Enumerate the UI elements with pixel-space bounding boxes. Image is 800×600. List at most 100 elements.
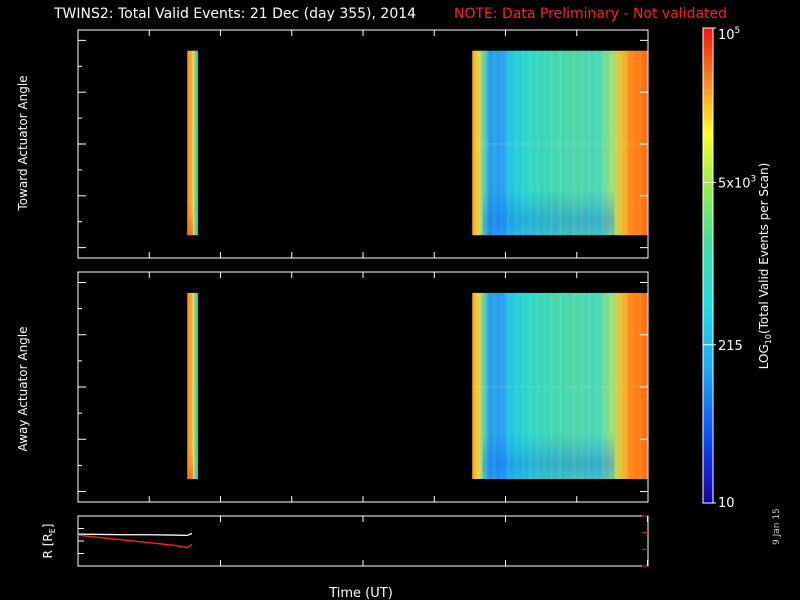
heatmap-column bbox=[508, 292, 510, 479]
colorbar: 105 5x103 215 10 LOG10(Total Valid Events pe… bbox=[702, 26, 773, 511]
heatmap-column bbox=[472, 50, 474, 236]
heatmap-column bbox=[646, 292, 648, 479]
heatmap-column bbox=[552, 292, 554, 479]
heatmap-zero-line bbox=[472, 386, 648, 388]
heatmap-column bbox=[646, 50, 648, 236]
heatmap-column bbox=[478, 292, 480, 479]
heatmap-column bbox=[558, 292, 560, 479]
heatmap-column bbox=[639, 50, 641, 236]
heatmap-column bbox=[596, 292, 598, 479]
heatmap-column bbox=[618, 292, 620, 479]
heatmap-column bbox=[472, 292, 474, 479]
heatmap-column bbox=[610, 50, 612, 236]
heatmap-column bbox=[639, 292, 641, 479]
heatmap-column bbox=[514, 292, 516, 479]
heatmap-column bbox=[536, 292, 538, 479]
heatmap-column bbox=[566, 50, 568, 236]
heatmap-column bbox=[550, 50, 552, 236]
heatmap-column bbox=[610, 292, 612, 479]
heatmap-column bbox=[588, 292, 590, 479]
colorbar-tick-label: 10 bbox=[718, 496, 735, 511]
heatmap-column bbox=[581, 50, 583, 236]
heatmap-column bbox=[618, 50, 620, 236]
heatmap-column bbox=[632, 292, 634, 479]
heatmap-column bbox=[516, 292, 518, 479]
heatmap-column bbox=[528, 292, 530, 479]
heatmap-column bbox=[572, 50, 574, 236]
away-angle-axis-label: Away Actuator Angle bbox=[16, 326, 30, 451]
heatmap-segment-shade bbox=[482, 292, 615, 479]
toward-angle-axis-label: Toward Actuator Angle bbox=[16, 75, 30, 211]
heatmap-column bbox=[522, 50, 524, 236]
heatmap-column bbox=[492, 50, 494, 236]
colorbar-gradient bbox=[702, 27, 714, 504]
heatmap-column bbox=[558, 50, 560, 236]
heatmap-column bbox=[602, 292, 604, 479]
heatmap-column bbox=[616, 50, 618, 236]
heatmap-column bbox=[514, 50, 516, 236]
heatmap-column bbox=[486, 50, 488, 236]
heatmap-column bbox=[574, 292, 576, 479]
heatmap-column bbox=[530, 292, 532, 479]
heatmap-column bbox=[566, 292, 568, 479]
heatmap-zero-line bbox=[472, 143, 648, 145]
heatmap-column bbox=[560, 292, 562, 479]
l-shell-line bbox=[77, 534, 193, 549]
heatmap-column bbox=[522, 292, 524, 479]
heatmap-column bbox=[544, 292, 546, 479]
heatmap-column bbox=[632, 50, 634, 236]
plot-frame bbox=[77, 515, 649, 567]
colorbar-tick-label: 105 bbox=[718, 26, 740, 43]
heatmap-column bbox=[624, 292, 626, 479]
heatmap-column bbox=[574, 50, 576, 236]
heatmap-column bbox=[494, 50, 496, 236]
heatmap-column bbox=[625, 50, 627, 236]
away-angle-panel bbox=[77, 271, 649, 503]
heatmap-column bbox=[616, 292, 618, 479]
heatmap-column bbox=[560, 50, 562, 236]
heatmap-segment-shade bbox=[482, 50, 615, 236]
heatmap-column bbox=[580, 292, 582, 479]
heatmap-column bbox=[506, 50, 508, 236]
heatmap-column bbox=[550, 292, 552, 479]
heatmap-column bbox=[538, 50, 540, 236]
heatmap-column bbox=[516, 50, 518, 236]
heatmap-column bbox=[544, 50, 546, 236]
heatmap-segment-shade bbox=[187, 292, 194, 479]
colorbar-tick-label: 215 bbox=[718, 339, 743, 354]
heatmap-column bbox=[596, 50, 598, 236]
heatmap-column bbox=[485, 50, 487, 236]
heatmap-segment-shade bbox=[187, 50, 194, 236]
heatmap-column bbox=[530, 50, 532, 236]
chart-title: TWINS2: Total Valid Events: 21 Dec (day … bbox=[54, 6, 417, 22]
toward-angle-panel bbox=[77, 29, 649, 259]
radius-axis-label: R [RE] bbox=[41, 524, 57, 559]
heatmap-column bbox=[638, 50, 640, 236]
heatmap-column bbox=[508, 50, 510, 236]
heatmap-column bbox=[625, 292, 627, 479]
orbit-panel: R [RE] bbox=[41, 515, 649, 567]
heatmap-column bbox=[478, 50, 480, 236]
preliminary-note: NOTE: Data Preliminary - Not validated bbox=[454, 6, 728, 22]
heatmap-column bbox=[552, 50, 554, 236]
heatmap-column bbox=[485, 292, 487, 479]
heatmap-column bbox=[624, 50, 626, 236]
heatmap-column bbox=[494, 292, 496, 479]
heatmap-column bbox=[538, 292, 540, 479]
time-axis-label: Time (UT) bbox=[328, 586, 393, 600]
heatmap-column bbox=[580, 50, 582, 236]
heatmap-column bbox=[581, 292, 583, 479]
heatmap-column bbox=[602, 50, 604, 236]
heatmap-column bbox=[588, 50, 590, 236]
radius-line bbox=[77, 532, 193, 537]
heatmap-column bbox=[506, 292, 508, 479]
heatmap-column bbox=[572, 292, 574, 479]
heatmap-column bbox=[500, 292, 502, 479]
heatmap-column bbox=[638, 292, 640, 479]
heatmap-column bbox=[486, 292, 488, 479]
heatmap-column bbox=[594, 292, 596, 479]
heatmap-column bbox=[603, 50, 605, 236]
heatmap-column bbox=[500, 50, 502, 236]
heatmap-column bbox=[528, 50, 530, 236]
